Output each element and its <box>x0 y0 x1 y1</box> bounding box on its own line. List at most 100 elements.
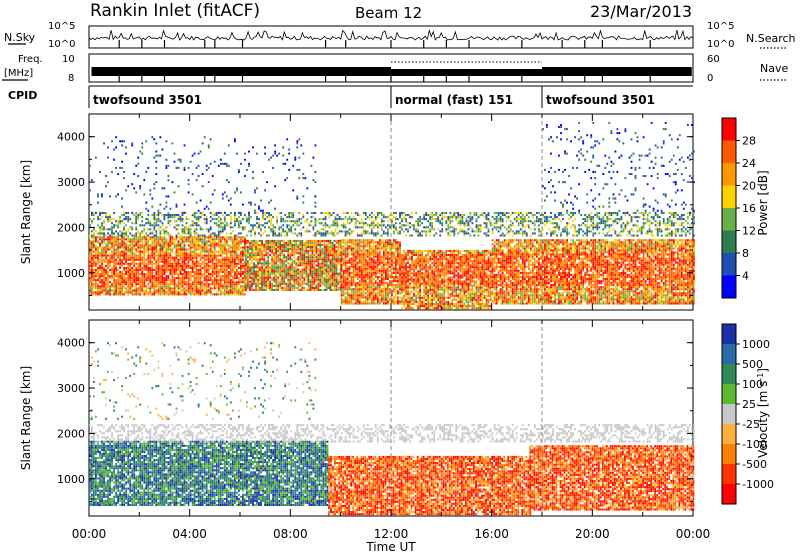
heatmap-cell <box>201 283 204 286</box>
heatmap-cell <box>445 264 448 267</box>
heatmap-cell <box>419 278 422 281</box>
heatmap-cell <box>257 246 259 249</box>
heatmap-cell <box>391 273 393 276</box>
heatmap-cell <box>191 244 194 247</box>
heatmap-cell <box>378 239 381 242</box>
heatmap-cell <box>461 288 464 291</box>
heatmap-cell <box>145 244 148 247</box>
heatmap-cell <box>325 286 328 289</box>
heatmap-cell <box>354 300 357 303</box>
heatmap-cell <box>471 305 474 308</box>
heatmap-cell <box>171 293 174 296</box>
heatmap-cell <box>203 258 206 261</box>
heatmap-cell <box>151 236 154 239</box>
heatmap-cell <box>203 240 206 243</box>
heatmap-cell <box>333 250 336 253</box>
heatmap-cell <box>199 254 202 257</box>
heatmap-cell <box>354 276 357 279</box>
heatmap-cell <box>340 245 343 248</box>
heatmap-cell <box>135 258 138 261</box>
heatmap-cell <box>368 239 371 242</box>
heatmap-cell <box>279 260 282 263</box>
heatmap-cell <box>287 262 290 265</box>
heatmap-cell <box>342 247 345 250</box>
heatmap-cell <box>419 276 422 279</box>
heatmap-cell <box>227 287 230 290</box>
heatmap-cell <box>277 241 280 244</box>
heatmap-cell <box>167 260 170 263</box>
heatmap-cell <box>265 239 268 242</box>
heatmap-cell <box>441 272 444 275</box>
heatmap-cell <box>419 256 422 259</box>
heatmap-cell <box>217 244 220 247</box>
heatmap-cell <box>425 292 428 295</box>
heatmap-cell <box>459 266 462 269</box>
heatmap-cell <box>236 240 238 243</box>
heatmap-cell <box>415 282 418 285</box>
heatmap-cell <box>317 256 320 259</box>
heatmap-cell <box>197 281 200 284</box>
heatmap-cell <box>203 242 206 245</box>
heatmap-cell <box>209 250 212 253</box>
heatmap-cell <box>479 280 482 283</box>
heatmap-cell <box>263 288 266 291</box>
heatmap-cell <box>389 249 391 252</box>
heatmap-cell <box>131 248 134 251</box>
heatmap-cell <box>197 252 200 255</box>
heatmap-cell <box>479 294 482 297</box>
heatmap-cell <box>221 260 224 263</box>
heatmap-cell <box>305 248 308 251</box>
heatmap-cell <box>455 290 458 293</box>
heatmap-cell <box>217 250 220 253</box>
heatmap-cell <box>354 247 357 250</box>
heatmap-cell <box>139 254 142 257</box>
heatmap-cell <box>247 264 249 267</box>
heatmap-cell <box>189 266 192 269</box>
heatmap-cell <box>221 244 224 247</box>
heatmap-cell <box>346 286 349 289</box>
heatmap-cell <box>161 281 164 284</box>
heatmap-cell <box>203 275 206 278</box>
heatmap-cell <box>340 267 343 270</box>
heatmap-cell <box>309 278 312 281</box>
heatmap-cell <box>437 258 440 261</box>
heatmap-cell <box>289 264 292 267</box>
heatmap-cell <box>201 246 204 249</box>
heatmap-cell <box>463 262 466 265</box>
heatmap-cell <box>370 288 373 291</box>
heatmap-cell <box>299 274 302 277</box>
heatmap-cell <box>329 260 332 263</box>
heatmap-cell <box>255 250 257 253</box>
heatmap-cell <box>407 260 409 263</box>
heatmap-cell <box>319 272 322 275</box>
heatmap-cell <box>455 280 458 283</box>
heatmap-cell <box>346 243 349 246</box>
heatmap-cell <box>195 289 198 292</box>
heatmap-cell <box>346 259 349 262</box>
heatmap-cell <box>445 284 448 287</box>
heatmap-cell <box>411 260 413 263</box>
heatmap-cell <box>358 241 361 244</box>
heatmap-cell <box>257 241 259 244</box>
heatmap-cell <box>143 256 146 259</box>
heatmap-cell <box>303 252 306 255</box>
heatmap-cell <box>169 279 172 282</box>
heatmap-cell <box>417 264 420 267</box>
heatmap-cell <box>171 250 174 253</box>
heatmap-cell <box>89 246 91 249</box>
heatmap-cell <box>183 293 186 296</box>
heatmap-cell <box>255 264 257 267</box>
heatmap-cell <box>358 251 361 254</box>
heatmap-cell <box>155 236 158 239</box>
heatmap-cell <box>111 240 113 243</box>
heatmap-cell <box>342 239 345 242</box>
heatmap-cell <box>429 251 432 254</box>
heatmap-cell <box>93 262 95 265</box>
heatmap-cell <box>197 293 200 296</box>
heatmap-cell <box>151 254 154 257</box>
heatmap-cell <box>244 277 246 280</box>
heatmap-cell <box>97 273 99 276</box>
heatmap-cell <box>421 276 424 279</box>
heatmap-cell <box>289 280 292 283</box>
heatmap-cell <box>117 268 120 271</box>
